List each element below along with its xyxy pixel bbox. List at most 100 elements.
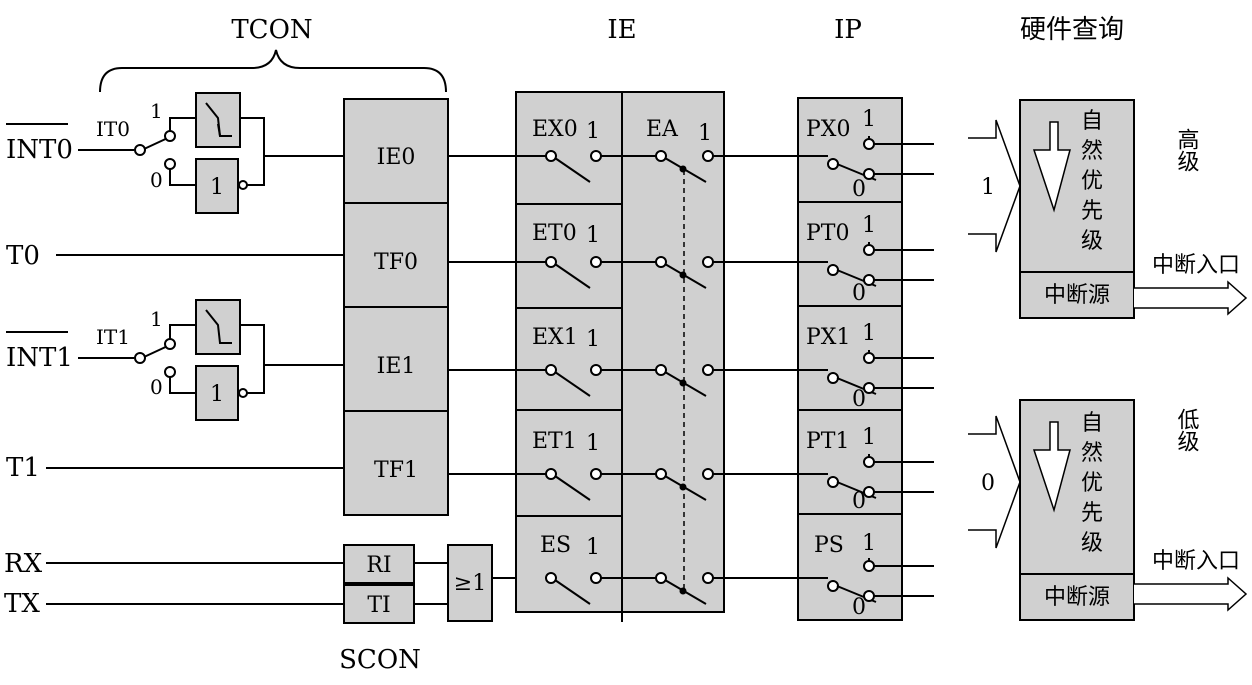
natural-char: 级 [1081, 531, 1103, 556]
hw-query-header: 硬件查询 [1020, 15, 1124, 45]
priority-low: 低级 [1174, 408, 1200, 452]
ea-switch-contact [702, 256, 714, 268]
scon-register: RI TI ≥1 [343, 544, 540, 624]
ea-switch-pivot [655, 572, 667, 584]
ie-block [515, 91, 725, 613]
ip-switch-zero: 0 [852, 387, 866, 412]
scon-flag-label: TI [367, 593, 390, 618]
ip-switch-contact-one [863, 456, 875, 468]
natural-char: 级 [1081, 229, 1103, 254]
ip-switch-one: 1 [862, 107, 876, 132]
ip-switch-contact-one [863, 244, 875, 256]
ip-header: IP [834, 15, 862, 45]
ip-switch-zero: 0 [852, 177, 866, 202]
or-gate [447, 544, 493, 622]
interrupt-source-high: 中断源 [1044, 283, 1110, 308]
scon-flag-ti [343, 584, 415, 624]
scon-flag-label: RI [366, 553, 391, 578]
natural-char: 自 [1081, 109, 1103, 134]
ip-switch-pivot [827, 580, 839, 592]
ie-switch-pivot [545, 364, 557, 376]
interrupt-entry-low: 中断入口 [1152, 549, 1240, 574]
down-arrow-icon [1032, 421, 1071, 513]
natural-priority-box-high [1019, 99, 1135, 273]
queue-high: 1 自 然 优 先 级 中断源 高级 中断入口 [968, 99, 1248, 319]
ie-switch-one: 1 [586, 223, 600, 248]
ea-switch-pivot [655, 150, 667, 162]
ea-link-dot [679, 483, 687, 491]
ip-switch-zero: 0 [852, 595, 866, 620]
ea-switch-pivot [655, 364, 667, 376]
tcon-flag-label: IE1 [377, 354, 416, 379]
ie-switch-contact [590, 572, 602, 584]
ip-switch-contact-one [863, 138, 875, 150]
ie-switch-one: 1 [586, 119, 600, 144]
ie-switch-contact [590, 364, 602, 376]
ip-switch-contact-zero [863, 168, 875, 180]
natural-priority-box-low [1019, 399, 1135, 575]
tcon-brace [99, 49, 447, 93]
ie-register: EX0 ET0 EX1 ET1 ES EA 1 1 1 1 1 1 [515, 91, 725, 622]
ea-switch-pivot [655, 468, 667, 480]
input-label-int0: INT0 [6, 135, 73, 165]
ie-bit-label: EX0 [532, 117, 578, 142]
it1-label: IT1 [96, 325, 130, 349]
ie-switch-one: 1 [586, 431, 600, 456]
ea-switch-contact [702, 364, 714, 376]
ie-header: IE [607, 15, 636, 45]
priority-high: 高级 [1174, 128, 1200, 172]
tcon-flag-label: TF1 [374, 458, 418, 483]
ip-bit-px0 [797, 97, 903, 203]
ip-out-high [868, 242, 934, 251]
not-gate-label-int1: 1 [210, 382, 224, 407]
ip-switch-contact-one [863, 560, 875, 572]
natural-char: 优 [1081, 471, 1103, 496]
ie-switch-contact [590, 256, 602, 268]
natural-char: 优 [1081, 169, 1103, 194]
ea-switch-pivot [655, 256, 667, 268]
ip-switch-contact-zero [863, 590, 875, 602]
ie-switch-pivot [545, 150, 557, 162]
input-int1: INT1 [6, 331, 134, 373]
ie-bit-label: EX1 [532, 325, 578, 350]
interrupt-source-box-high [1019, 271, 1135, 319]
ie-bit-label: ET1 [532, 429, 577, 454]
input-rx: RX [4, 549, 344, 579]
ea-link-dot [679, 587, 687, 595]
ea-link-dot [679, 165, 687, 173]
ip-bit-pt0 [797, 201, 903, 307]
natural-char: 然 [1081, 441, 1103, 466]
input-t1: T1 [6, 453, 344, 483]
ea-link-dot [679, 379, 687, 387]
trigger-select-int0: IT0 1 0 1 [96, 92, 344, 214]
ip-bit-label: PX1 [806, 325, 850, 350]
ea-bit-label: EA [646, 117, 679, 142]
ie-switch-blade [554, 475, 591, 501]
ip-switch-contact-zero [863, 486, 875, 498]
it0-one: 1 [150, 99, 163, 123]
tcon-flag-tf1 [343, 410, 449, 516]
ea-switch-contact [702, 150, 714, 162]
interrupt-source-low: 中断源 [1044, 585, 1110, 610]
ea-switch-contact [702, 572, 714, 584]
ip-out-high [868, 454, 934, 463]
input-int0: INT0 [6, 123, 134, 165]
tcon-flag-ie0 [343, 98, 449, 204]
ip-switch-zero: 0 [852, 281, 866, 306]
input-label-rx: RX [4, 549, 43, 579]
ie-switch-contact [590, 150, 602, 162]
entry-arrow-low [1134, 576, 1248, 612]
queue-low: 0 自 然 优 先 级 中断源 低级 中断入口 [968, 399, 1248, 621]
it0-label: IT0 [96, 117, 130, 141]
ie-switch-one: 1 [586, 535, 600, 560]
ip-switch-one: 1 [862, 531, 876, 556]
ea-switch-one: 1 [698, 121, 712, 146]
ie-bit-label: ES [540, 533, 571, 558]
level-input-high: 1 [981, 175, 995, 200]
natural-char: 然 [1081, 139, 1103, 164]
ie-switch-pivot [545, 468, 557, 480]
falling-edge-icon [205, 309, 232, 344]
ie-switch-one: 1 [586, 327, 600, 352]
tcon-register: IE0 TF0 IE1 TF1 [343, 98, 449, 516]
